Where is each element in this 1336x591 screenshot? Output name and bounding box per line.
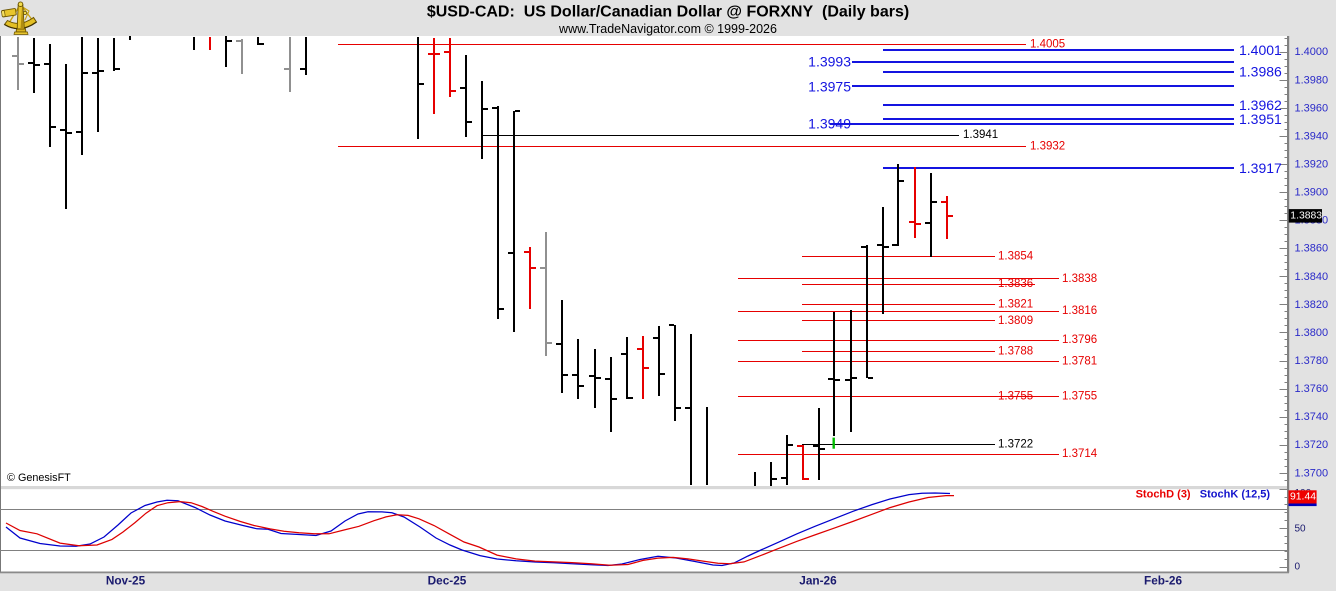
svg-text:1.3821: 1.3821 <box>998 299 1033 311</box>
svg-text:1.3780: 1.3780 <box>1295 355 1329 367</box>
svg-text:1.3722: 1.3722 <box>998 438 1033 450</box>
svg-text:Feb-26: Feb-26 <box>1144 574 1182 588</box>
svg-text:1.4000: 1.4000 <box>1295 46 1329 58</box>
svg-text:1.3993: 1.3993 <box>808 54 851 70</box>
svg-text:1.3760: 1.3760 <box>1295 383 1329 395</box>
svg-text:1.3951: 1.3951 <box>1239 111 1282 127</box>
svg-text:1.3796: 1.3796 <box>1062 334 1097 346</box>
svg-text:1.3840: 1.3840 <box>1295 271 1329 283</box>
svg-text:$USD-CAD: US Dollar/Canadian: $USD-CAD: US Dollar/Canadian Dollar @ FO… <box>427 4 909 21</box>
svg-text:1.3836: 1.3836 <box>998 278 1033 290</box>
svg-text:1.3854: 1.3854 <box>998 251 1034 263</box>
svg-text:www.TradeNavigator.com © 1999-: www.TradeNavigator.com © 1999-2026 <box>558 22 777 36</box>
svg-text:1.3816: 1.3816 <box>1062 305 1097 317</box>
svg-text:Dec-25: Dec-25 <box>428 574 467 588</box>
svg-text:1.3781: 1.3781 <box>1062 355 1097 367</box>
svg-text:1.3941: 1.3941 <box>963 129 998 141</box>
svg-text:1.3932: 1.3932 <box>1030 141 1065 153</box>
svg-text:1.3949: 1.3949 <box>808 116 851 132</box>
svg-text:StochD (3): StochD (3) <box>1136 489 1191 501</box>
svg-text:1.3960: 1.3960 <box>1295 102 1329 114</box>
svg-text:1.3975: 1.3975 <box>808 79 851 95</box>
svg-text:1.3986: 1.3986 <box>1239 64 1282 80</box>
svg-text:0: 0 <box>1295 562 1301 573</box>
svg-text:1.3860: 1.3860 <box>1295 243 1329 255</box>
svg-text:StochK (12,5): StochK (12,5) <box>1200 489 1271 501</box>
svg-text:© GenesisFT: © GenesisFT <box>7 472 71 484</box>
svg-text:1.3740: 1.3740 <box>1295 411 1329 423</box>
svg-text:1.3788: 1.3788 <box>998 346 1033 358</box>
svg-text:1.4001: 1.4001 <box>1239 42 1282 58</box>
svg-text:1.3962: 1.3962 <box>1239 97 1282 113</box>
svg-text:1.3700: 1.3700 <box>1295 467 1329 479</box>
svg-text:1.3720: 1.3720 <box>1295 439 1329 451</box>
svg-text:Jan-26: Jan-26 <box>799 574 837 588</box>
svg-text:1.3900: 1.3900 <box>1295 187 1329 199</box>
svg-text:1.3820: 1.3820 <box>1295 299 1329 311</box>
svg-text:1.3883: 1.3883 <box>1290 211 1322 222</box>
svg-text:1.3940: 1.3940 <box>1295 131 1329 143</box>
svg-text:1.3809: 1.3809 <box>998 315 1033 327</box>
svg-text:1.3917: 1.3917 <box>1239 160 1282 176</box>
svg-text:50: 50 <box>1295 524 1307 535</box>
svg-text:1.3714: 1.3714 <box>1062 448 1098 460</box>
svg-text:Nov-25: Nov-25 <box>106 574 146 588</box>
svg-text:91.44: 91.44 <box>1290 492 1316 503</box>
svg-text:1.4005: 1.4005 <box>1030 39 1065 51</box>
svg-text:1.3980: 1.3980 <box>1295 74 1329 86</box>
svg-text:1.3920: 1.3920 <box>1295 159 1329 171</box>
svg-text:1.3838: 1.3838 <box>1062 273 1097 285</box>
svg-text:1.3755: 1.3755 <box>998 390 1033 402</box>
svg-text:1.3755: 1.3755 <box>1062 390 1097 402</box>
svg-text:1.3800: 1.3800 <box>1295 327 1329 339</box>
